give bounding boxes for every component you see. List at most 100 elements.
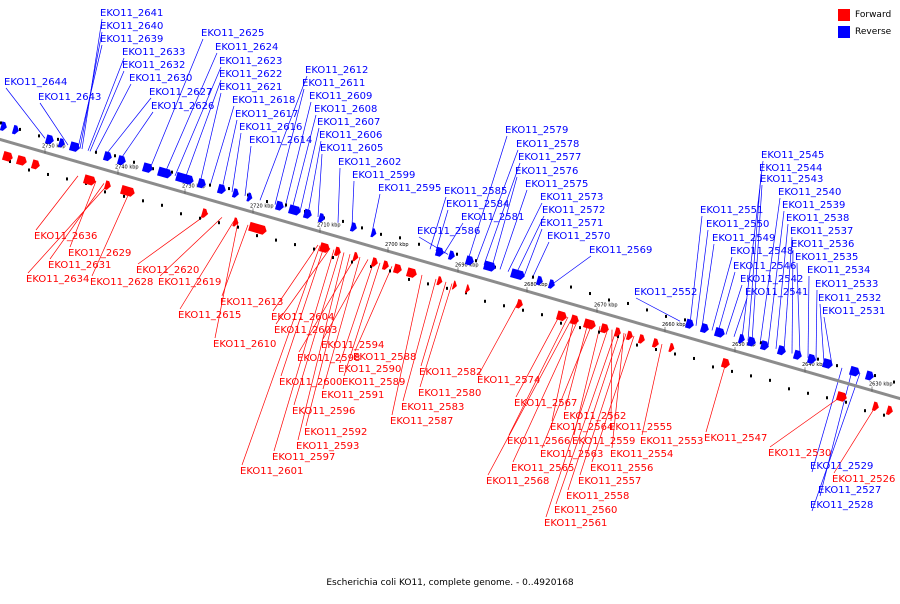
- reverse-gene-label[interactable]: EKO11_2570: [547, 231, 610, 242]
- reverse-gene-label[interactable]: EKO11_2531: [822, 306, 885, 317]
- reverse-gene-label[interactable]: EKO11_2624: [215, 42, 278, 53]
- forward-gene-label[interactable]: EKO11_2587: [390, 416, 453, 427]
- forward-gene-label[interactable]: EKO11_2582: [419, 367, 482, 378]
- forward-gene-label[interactable]: EKO11_2567: [514, 398, 577, 409]
- forward-gene-label[interactable]: EKO11_2530: [768, 448, 831, 459]
- forward-gene-label[interactable]: EKO11_2598: [297, 353, 360, 364]
- reverse-gene-label[interactable]: EKO11_2609: [309, 91, 372, 102]
- reverse-gene-label[interactable]: EKO11_2608: [314, 104, 377, 115]
- reverse-gene-label[interactable]: EKO11_2602: [338, 157, 401, 168]
- reverse-gene-label[interactable]: EKO11_2644: [4, 77, 67, 88]
- forward-gene-label[interactable]: EKO11_2591: [321, 390, 384, 401]
- forward-gene-label[interactable]: EKO11_2629: [68, 248, 131, 259]
- forward-gene-label[interactable]: EKO11_2597: [272, 452, 335, 463]
- reverse-gene-label[interactable]: EKO11_2584: [446, 199, 509, 210]
- reverse-gene-label[interactable]: EKO11_2622: [219, 69, 282, 80]
- forward-gene-label[interactable]: EKO11_2563: [540, 449, 603, 460]
- reverse-gene-label[interactable]: EKO11_2621: [219, 82, 282, 93]
- reverse-gene-label[interactable]: EKO11_2611: [302, 78, 365, 89]
- forward-gene-label[interactable]: EKO11_2603: [274, 325, 337, 336]
- forward-gene-label[interactable]: EKO11_2554: [610, 449, 673, 460]
- reverse-gene-label[interactable]: EKO11_2529: [810, 461, 873, 472]
- reverse-gene-label[interactable]: EKO11_2575: [525, 179, 588, 190]
- forward-gene-label[interactable]: EKO11_2619: [158, 277, 221, 288]
- reverse-gene-label[interactable]: EKO11_2641: [100, 8, 163, 19]
- reverse-gene-label[interactable]: EKO11_2539: [782, 200, 845, 211]
- reverse-gene-label[interactable]: EKO11_2577: [518, 152, 581, 163]
- reverse-gene-label[interactable]: EKO11_2612: [305, 65, 368, 76]
- reverse-gene-label[interactable]: EKO11_2542: [740, 274, 803, 285]
- reverse-gene-label[interactable]: EKO11_2534: [807, 265, 870, 276]
- reverse-gene-label[interactable]: EKO11_2595: [378, 183, 441, 194]
- forward-gene-label[interactable]: EKO11_2583: [401, 402, 464, 413]
- reverse-gene-label[interactable]: EKO11_2532: [818, 293, 881, 304]
- reverse-gene-label[interactable]: EKO11_2627: [149, 87, 212, 98]
- forward-gene-label[interactable]: EKO11_2562: [563, 411, 626, 422]
- reverse-gene-label[interactable]: EKO11_2544: [759, 163, 822, 174]
- reverse-gene-label[interactable]: EKO11_2551: [700, 205, 763, 216]
- forward-gene-label[interactable]: EKO11_2568: [486, 476, 549, 487]
- reverse-gene-label[interactable]: EKO11_2632: [122, 60, 185, 71]
- reverse-gene-label[interactable]: EKO11_2571: [540, 218, 603, 229]
- reverse-gene-label[interactable]: EKO11_2569: [589, 245, 652, 256]
- reverse-gene-label[interactable]: EKO11_2616: [239, 122, 302, 133]
- forward-gene-label[interactable]: EKO11_2588: [353, 352, 416, 363]
- reverse-gene-label[interactable]: EKO11_2533: [815, 279, 878, 290]
- forward-gene-label[interactable]: EKO11_2596: [292, 406, 355, 417]
- forward-gene-label[interactable]: EKO11_2589: [342, 377, 405, 388]
- forward-gene-label[interactable]: EKO11_2557: [578, 476, 641, 487]
- reverse-gene-label[interactable]: EKO11_2540: [778, 187, 841, 198]
- reverse-gene-label[interactable]: EKO11_2550: [706, 219, 769, 230]
- forward-gene-label[interactable]: EKO11_2592: [304, 427, 367, 438]
- reverse-gene-label[interactable]: EKO11_2617: [235, 109, 298, 120]
- forward-gene-label[interactable]: EKO11_2610: [213, 339, 276, 350]
- reverse-gene-label[interactable]: EKO11_2633: [122, 47, 185, 58]
- reverse-gene-label[interactable]: EKO11_2643: [38, 92, 101, 103]
- reverse-gene-label[interactable]: EKO11_2528: [810, 500, 873, 511]
- forward-gene-label[interactable]: EKO11_2526: [832, 474, 895, 485]
- reverse-gene-label[interactable]: EKO11_2578: [516, 139, 579, 150]
- reverse-gene-label[interactable]: EKO11_2527: [818, 485, 881, 496]
- reverse-gene-label[interactable]: EKO11_2543: [760, 174, 823, 185]
- reverse-gene-label[interactable]: EKO11_2605: [320, 143, 383, 154]
- reverse-gene-label[interactable]: EKO11_2639: [100, 34, 163, 45]
- reverse-gene-label[interactable]: EKO11_2640: [100, 21, 163, 32]
- forward-gene-label[interactable]: EKO11_2631: [48, 260, 111, 271]
- forward-gene-label[interactable]: EKO11_2566: [507, 436, 570, 447]
- reverse-gene-label[interactable]: EKO11_2630: [129, 73, 192, 84]
- reverse-gene-label[interactable]: EKO11_2573: [540, 192, 603, 203]
- reverse-gene-label[interactable]: EKO11_2538: [786, 213, 849, 224]
- forward-gene-label[interactable]: EKO11_2559: [572, 436, 635, 447]
- forward-gene-label[interactable]: EKO11_2593: [296, 441, 359, 452]
- forward-gene-label[interactable]: EKO11_2604: [271, 312, 334, 323]
- forward-gene-label[interactable]: EKO11_2574: [477, 375, 540, 386]
- reverse-gene-label[interactable]: EKO11_2618: [232, 95, 295, 106]
- forward-gene-label[interactable]: EKO11_2594: [321, 340, 384, 351]
- forward-gene-label[interactable]: EKO11_2601: [240, 466, 303, 477]
- forward-gene-label[interactable]: EKO11_2560: [554, 505, 617, 516]
- forward-gene-label[interactable]: EKO11_2590: [338, 364, 401, 375]
- forward-gene-label[interactable]: EKO11_2628: [90, 277, 153, 288]
- forward-gene-label[interactable]: EKO11_2636: [34, 231, 97, 242]
- forward-gene-label[interactable]: EKO11_2561: [544, 518, 607, 529]
- reverse-gene-label[interactable]: EKO11_2581: [461, 212, 524, 223]
- reverse-gene-label[interactable]: EKO11_2549: [712, 233, 775, 244]
- reverse-gene-label[interactable]: EKO11_2614: [249, 135, 312, 146]
- forward-gene-label[interactable]: EKO11_2558: [566, 491, 629, 502]
- reverse-gene-label[interactable]: EKO11_2548: [730, 246, 793, 257]
- forward-gene-label[interactable]: EKO11_2564: [550, 422, 613, 433]
- reverse-gene-label[interactable]: EKO11_2552: [634, 287, 697, 298]
- forward-gene-label[interactable]: EKO11_2580: [418, 388, 481, 399]
- reverse-gene-label[interactable]: EKO11_2623: [219, 56, 282, 67]
- forward-gene-label[interactable]: EKO11_2553: [640, 436, 703, 447]
- reverse-gene-label[interactable]: EKO11_2585: [444, 186, 507, 197]
- forward-gene-label[interactable]: EKO11_2634: [26, 274, 89, 285]
- forward-gene-label[interactable]: EKO11_2600: [279, 377, 342, 388]
- reverse-gene-label[interactable]: EKO11_2586: [417, 226, 480, 237]
- forward-gene-label[interactable]: EKO11_2615: [178, 310, 241, 321]
- reverse-gene-label[interactable]: EKO11_2546: [733, 261, 796, 272]
- reverse-gene-label[interactable]: EKO11_2599: [352, 170, 415, 181]
- reverse-gene-label[interactable]: EKO11_2537: [790, 226, 853, 237]
- forward-gene-label[interactable]: EKO11_2620: [136, 265, 199, 276]
- reverse-gene-label[interactable]: EKO11_2626: [151, 101, 214, 112]
